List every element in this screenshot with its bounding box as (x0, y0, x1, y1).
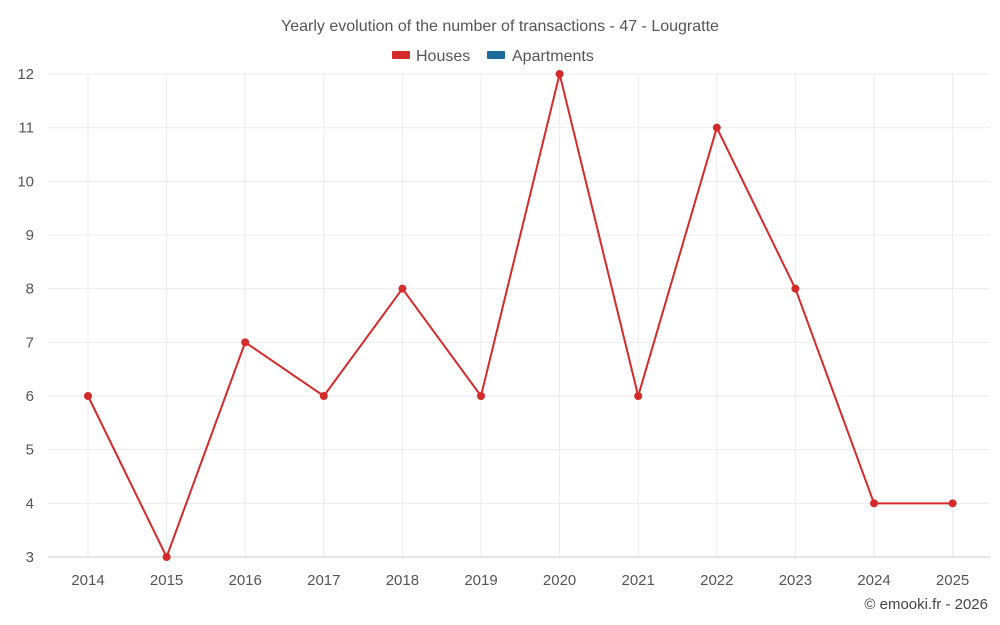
legend-swatch-houses (392, 51, 410, 59)
chart-title: Yearly evolution of the number of transa… (281, 18, 719, 35)
data-point-houses-2020[interactable] (555, 70, 564, 78)
x-tick-label: 2014 (71, 572, 104, 589)
data-point-houses-2018[interactable] (398, 284, 407, 293)
data-point-houses-2014[interactable] (84, 392, 92, 400)
credit-text: © emooki.fr - 2026 (864, 596, 988, 613)
x-tick-label: 2024 (857, 572, 890, 589)
data-point-houses-2019[interactable] (477, 392, 485, 400)
x-tick-label: 2020 (543, 572, 576, 589)
y-tick-label: 5 (26, 442, 34, 459)
grid (48, 73, 990, 558)
data-point-houses-2025[interactable] (948, 499, 957, 508)
legend-item-houses[interactable]: Houses (392, 48, 470, 65)
y-tick-label: 4 (26, 495, 34, 512)
y-axis-ticks: 3 4 5 6 7 8 9 10 11 12 (17, 66, 34, 566)
x-tick-label: 2018 (386, 572, 419, 589)
legend-label-houses: Houses (416, 48, 470, 65)
data-point-houses-2023[interactable] (791, 284, 800, 293)
legend-swatch-apartments (487, 51, 505, 59)
x-tick-label: 2017 (307, 572, 340, 589)
y-tick-label: 7 (26, 334, 34, 351)
legend-label-apartments: Apartments (512, 48, 594, 65)
y-tick-label: 11 (18, 120, 34, 137)
y-tick-label: 3 (26, 549, 34, 566)
x-axis-ticks: 2014 2015 2016 2017 2018 2019 2020 2021 2022 2023… (71, 572, 969, 589)
x-tick-label: 2016 (229, 572, 262, 589)
y-tick-label: 10 (17, 173, 34, 190)
data-point-houses-2015[interactable] (162, 553, 171, 561)
legend-item-apartments[interactable]: Apartments (487, 48, 594, 65)
y-tick-label: 9 (26, 227, 34, 244)
data-point-houses-2021[interactable] (634, 392, 643, 400)
x-tick-label: 2025 (936, 572, 969, 589)
y-tick-label: 8 (26, 281, 34, 298)
series-houses (84, 70, 957, 561)
series-line-houses (87, 73, 953, 558)
y-tick-label: 6 (26, 388, 34, 405)
x-tick-label: 2023 (779, 572, 812, 589)
data-point-houses-2022[interactable] (712, 123, 721, 132)
legend: Houses Apartments (392, 48, 594, 65)
x-tick-label: 2015 (150, 572, 183, 589)
x-tick-label: 2019 (464, 572, 497, 589)
y-tick-label: 12 (17, 66, 34, 83)
x-tick-label: 2022 (700, 572, 733, 589)
x-tick-label: 2021 (622, 572, 655, 589)
data-point-houses-2016[interactable] (241, 338, 250, 347)
data-point-houses-2024[interactable] (870, 499, 878, 508)
data-point-houses-2017[interactable] (319, 392, 328, 400)
